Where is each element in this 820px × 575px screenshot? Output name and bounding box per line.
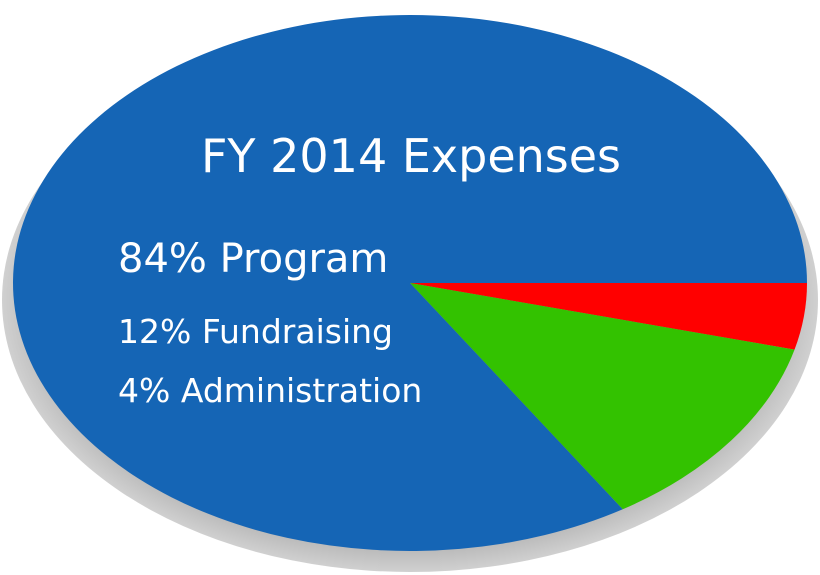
slice-administration	[410, 283, 807, 350]
slice-label-fundraising: 12% Fundraising	[118, 312, 393, 351]
slice-fundraising	[410, 283, 795, 510]
chart-title: FY 2014 Expenses	[201, 129, 621, 183]
pie-slices	[13, 14, 808, 551]
slice-label-administration: 4% Administration	[118, 371, 422, 410]
slice-program	[13, 14, 808, 551]
slice-label-program: 84% Program	[118, 236, 388, 282]
